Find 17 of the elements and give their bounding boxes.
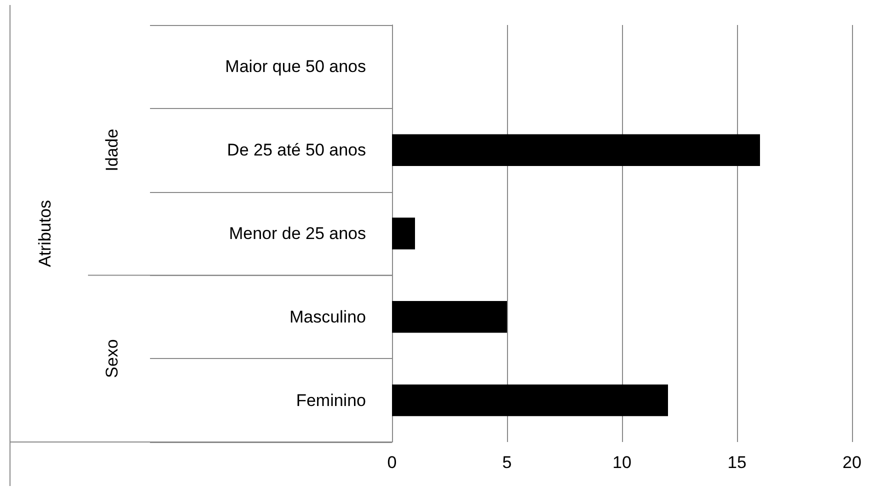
y-tick-label: Maior que 50 anos	[225, 57, 366, 76]
x-tick-label: 15	[728, 453, 746, 472]
text: Atributos	[36, 200, 54, 268]
x-tick-label: 10	[612, 453, 632, 472]
bar	[392, 218, 415, 250]
y-tick-label: De 25 até 50 anos	[227, 140, 366, 160]
y-tick-label: Feminino	[296, 390, 366, 410]
text: Idade	[102, 128, 122, 172]
x-tick-label: 5	[502, 453, 512, 472]
x-tick-label: 20	[842, 453, 862, 472]
x-tick-label: 0	[387, 453, 397, 472]
text: Sexo	[102, 339, 122, 378]
bar	[392, 384, 668, 416]
y-tick-label: Masculino	[289, 307, 366, 326]
bar	[392, 301, 507, 333]
bar	[392, 134, 760, 166]
y-tick-label: Menor de 25 anos	[228, 224, 366, 243]
